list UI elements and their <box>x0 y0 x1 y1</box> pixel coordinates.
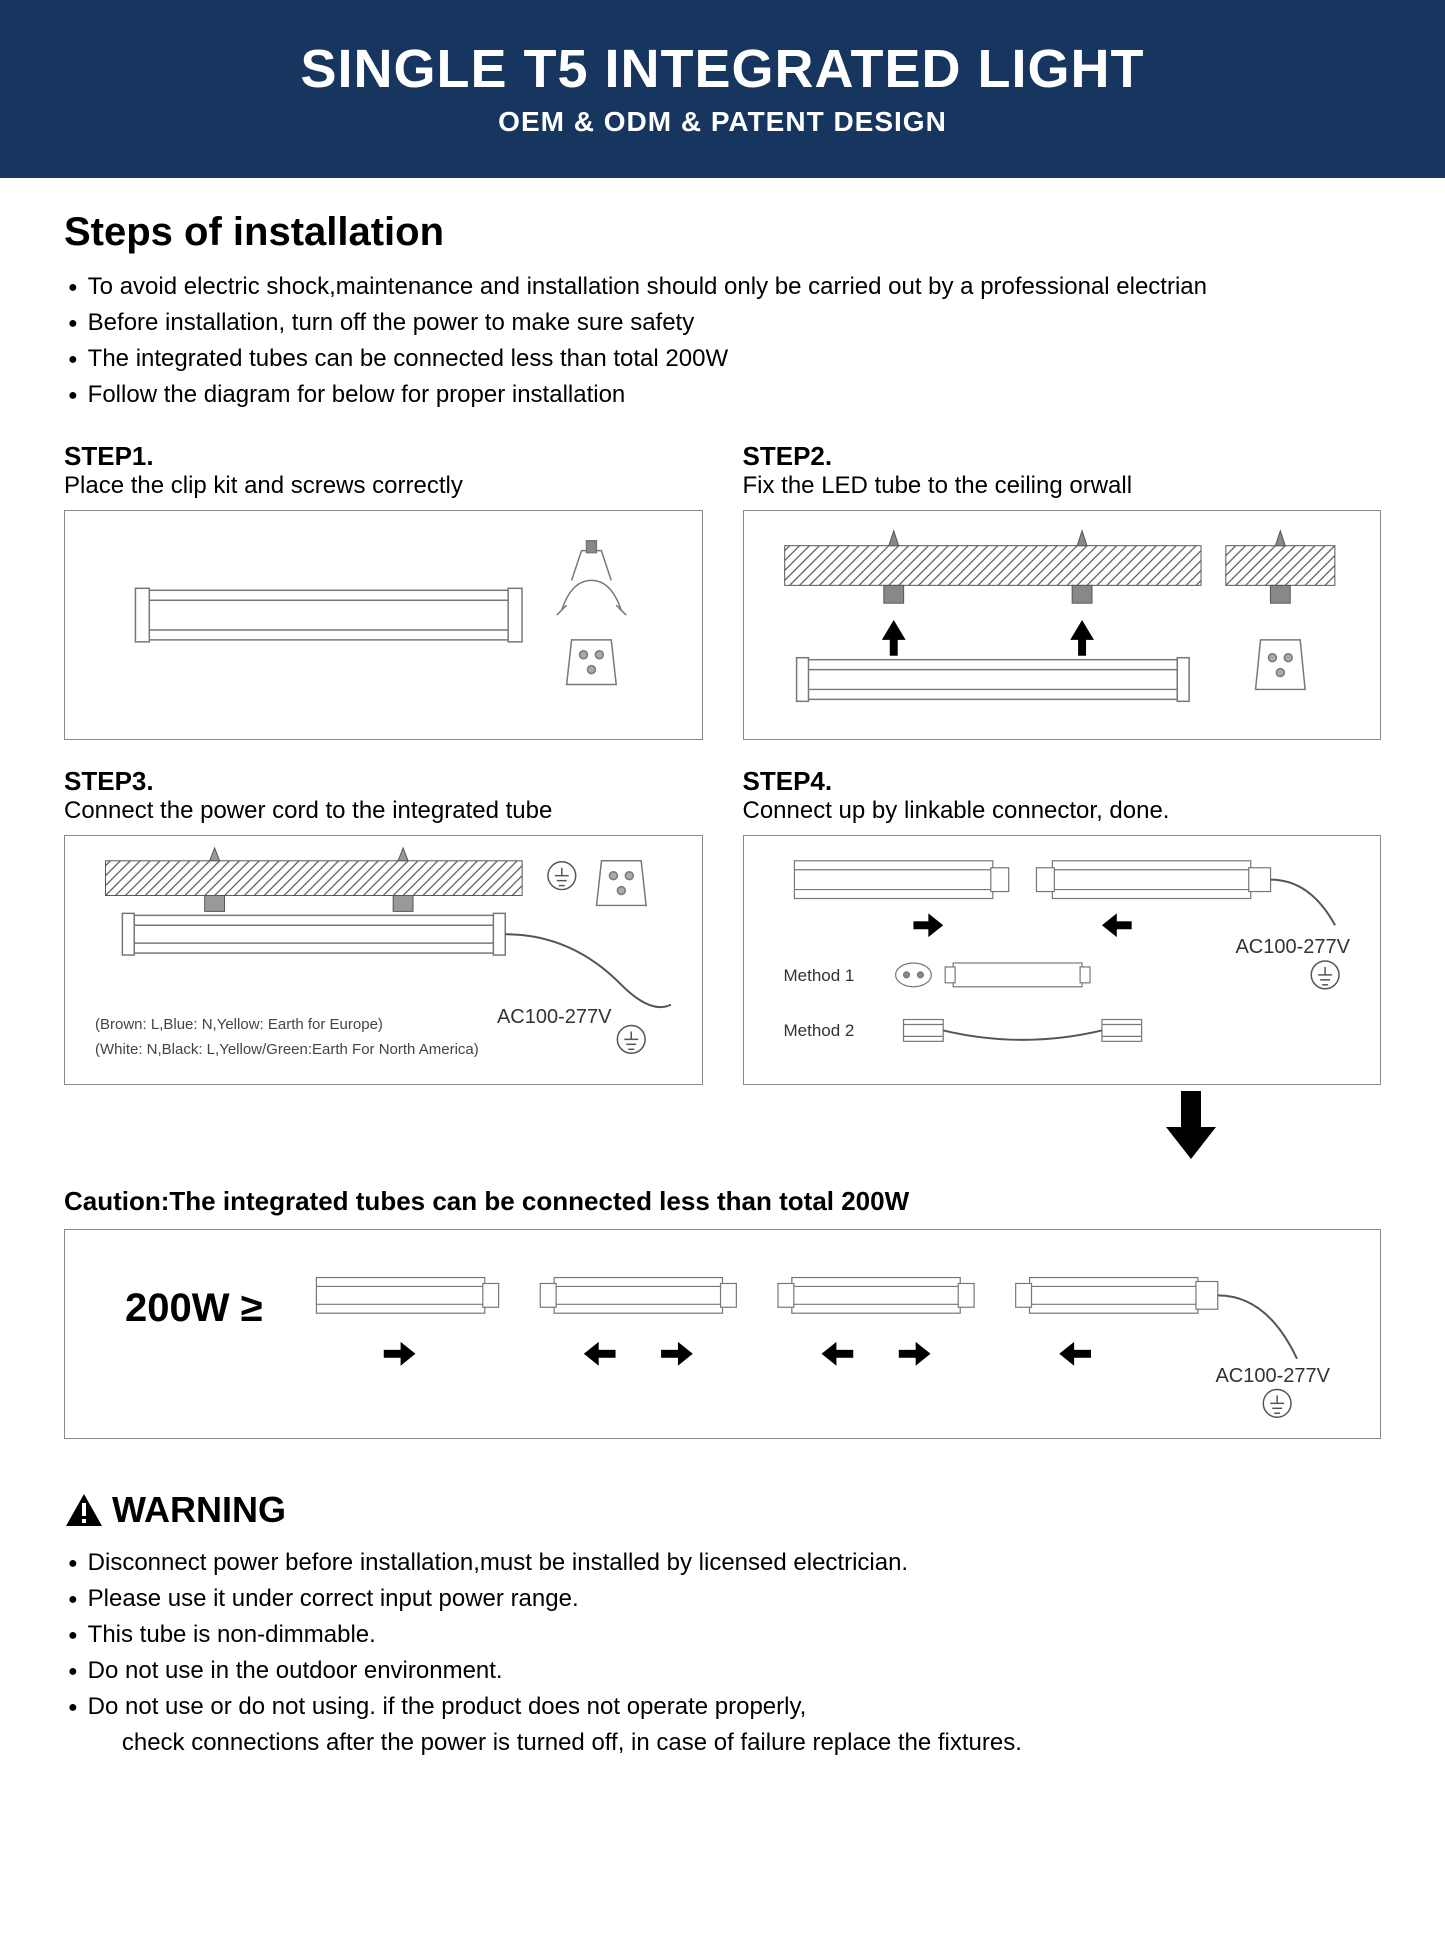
caution-title: Caution:The integrated tubes can be conn… <box>64 1186 1381 1217</box>
step-3: STEP3. Connect the power cord to the int… <box>64 766 703 1085</box>
step-label: STEP3. <box>64 766 703 797</box>
installation-bullets: To avoid electric shock,maintenance and … <box>64 269 1381 413</box>
down-arrow-icon <box>1161 1091 1221 1161</box>
bullet-item: To avoid electric shock,maintenance and … <box>64 269 1381 305</box>
step1-svg <box>65 511 702 739</box>
step3-note-na: (White: N,Black: L,Yellow/Green:Earth Fo… <box>95 1041 479 1058</box>
step4-method1-label: Method 1 <box>784 966 855 986</box>
step4-svg <box>744 836 1381 1084</box>
caution-power-label: AC100-277V <box>1215 1365 1330 1388</box>
steps-grid: STEP1. Place the clip kit and screws cor… <box>64 441 1381 1085</box>
warning-section: WARNING Disconnect power before installa… <box>64 1489 1381 1761</box>
step-desc: Place the clip kit and screws correctly <box>64 472 703 500</box>
step4-diagram: Method 1 Method 2 AC100-277V <box>743 835 1382 1085</box>
bullet-item: Before installation, turn off the power … <box>64 305 1381 341</box>
warning-heading-text: WARNING <box>112 1489 286 1531</box>
step-2: STEP2. Fix the LED tube to the ceiling o… <box>743 441 1382 740</box>
content-area: Steps of installation To avoid electric … <box>0 178 1445 1849</box>
bullet-item: Do not use or do not using. if the produ… <box>64 1689 1381 1725</box>
warning-heading: WARNING <box>64 1489 1381 1531</box>
step-label: STEP2. <box>743 441 1382 472</box>
step3-power-label: AC100-277V <box>497 1006 612 1029</box>
step-desc: Connect up by linkable connector, done. <box>743 797 1382 825</box>
warning-triangle-icon <box>64 1492 104 1528</box>
bullet-item: The integrated tubes can be connected le… <box>64 341 1381 377</box>
warning-bullets: Disconnect power before installation,mus… <box>64 1545 1381 1761</box>
step1-diagram <box>64 510 703 740</box>
step-label: STEP1. <box>64 441 703 472</box>
step4-power-label: AC100-277V <box>1235 936 1350 959</box>
page-title: SINGLE T5 INTEGRATED LIGHT <box>0 38 1445 100</box>
bullet-item: Do not use in the outdoor environment. <box>64 1653 1381 1689</box>
step2-diagram <box>743 510 1382 740</box>
bullet-item: Please use it under correct input power … <box>64 1581 1381 1617</box>
step4-method2-label: Method 2 <box>784 1021 855 1041</box>
step-label: STEP4. <box>743 766 1382 797</box>
step-1: STEP1. Place the clip kit and screws cor… <box>64 441 703 740</box>
header-banner: SINGLE T5 INTEGRATED LIGHT OEM & ODM & P… <box>0 0 1445 178</box>
caution-section: Caution:The integrated tubes can be conn… <box>64 1186 1381 1439</box>
step-desc: Connect the power cord to the integrated… <box>64 797 703 825</box>
step3-diagram: (Brown: L,Blue: N,Yellow: Earth for Euro… <box>64 835 703 1085</box>
step2-svg <box>744 511 1381 739</box>
installation-heading: Steps of installation <box>64 210 1381 255</box>
bullet-item-continuation: ● check connections after the power is t… <box>64 1725 1381 1761</box>
bullet-item: This tube is non-dimmable. <box>64 1617 1381 1653</box>
step-desc: Fix the LED tube to the ceiling orwall <box>743 472 1382 500</box>
caution-diagram: 200W ≥ <box>64 1229 1381 1439</box>
down-arrow-container <box>64 1091 1381 1166</box>
page-subtitle: OEM & ODM & PATENT DESIGN <box>0 106 1445 138</box>
caution-svg <box>65 1230 1380 1438</box>
bullet-item: Follow the diagram for below for proper … <box>64 377 1381 413</box>
bullet-item: Disconnect power before installation,mus… <box>64 1545 1381 1581</box>
step-4: STEP4. Connect up by linkable connector,… <box>743 766 1382 1085</box>
step3-note-europe: (Brown: L,Blue: N,Yellow: Earth for Euro… <box>95 1016 383 1033</box>
